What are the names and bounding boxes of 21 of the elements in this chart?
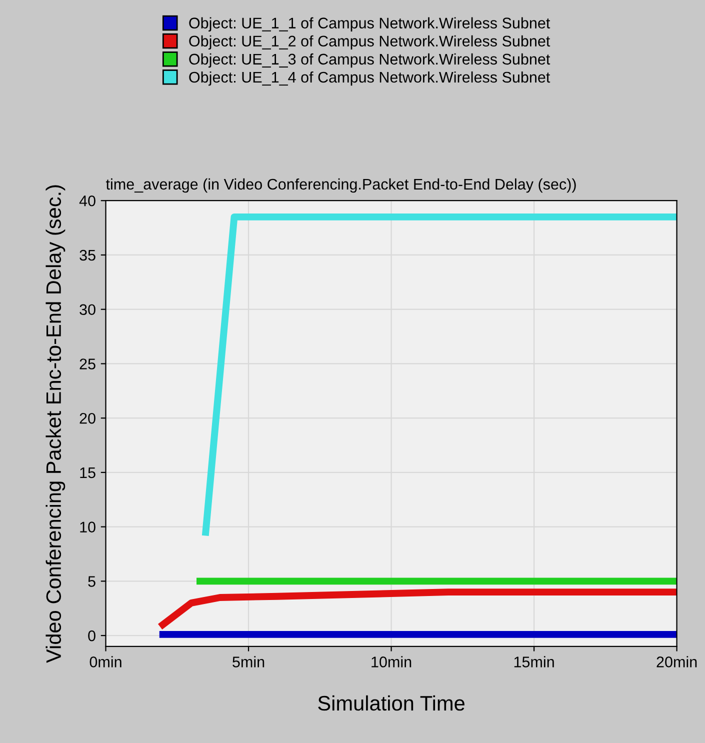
legend-label: Object: UE_1_2 of Campus Network.Wireless Subnet bbox=[189, 35, 550, 50]
y-tick-label: 40 bbox=[79, 195, 96, 206]
x-axis-title: Simulation Time bbox=[318, 695, 464, 711]
x-tick-label: 10min bbox=[372, 656, 412, 668]
legend-label: Object: UE_1_3 of Campus Network.Wireless Subnet bbox=[189, 53, 550, 68]
y-tick-label: 5 bbox=[88, 576, 96, 587]
x-tick-label: 5min bbox=[232, 656, 264, 668]
y-tick-label: 35 bbox=[80, 250, 96, 261]
y-axis-title: Video Conferencing Packet Enc-to-End Delay (sec.) bbox=[46, 185, 66, 663]
x-tick-label: 0min bbox=[90, 656, 122, 668]
x-tick-label: 15min bbox=[514, 656, 554, 668]
y-tick-label: 20 bbox=[80, 412, 96, 424]
legend-label: Object: UE_1_4 of Campus Network.Wireless Subnet bbox=[189, 71, 550, 86]
y-tick-label: 30 bbox=[80, 304, 96, 316]
legend-label: Object: UE_1_1 of Campus Network.Wireless Subnet bbox=[189, 17, 550, 32]
y-tick-label: 25 bbox=[80, 358, 96, 370]
y-tick-label: 15 bbox=[80, 467, 96, 478]
y-tick-label: 10 bbox=[80, 522, 96, 532]
y-tick-label: 0 bbox=[88, 630, 96, 642]
chart-title: time_average (in Video Conferencing.Packet End-to-End Delay (sec)) bbox=[106, 178, 576, 193]
x-tick-label: 20min bbox=[656, 656, 697, 668]
